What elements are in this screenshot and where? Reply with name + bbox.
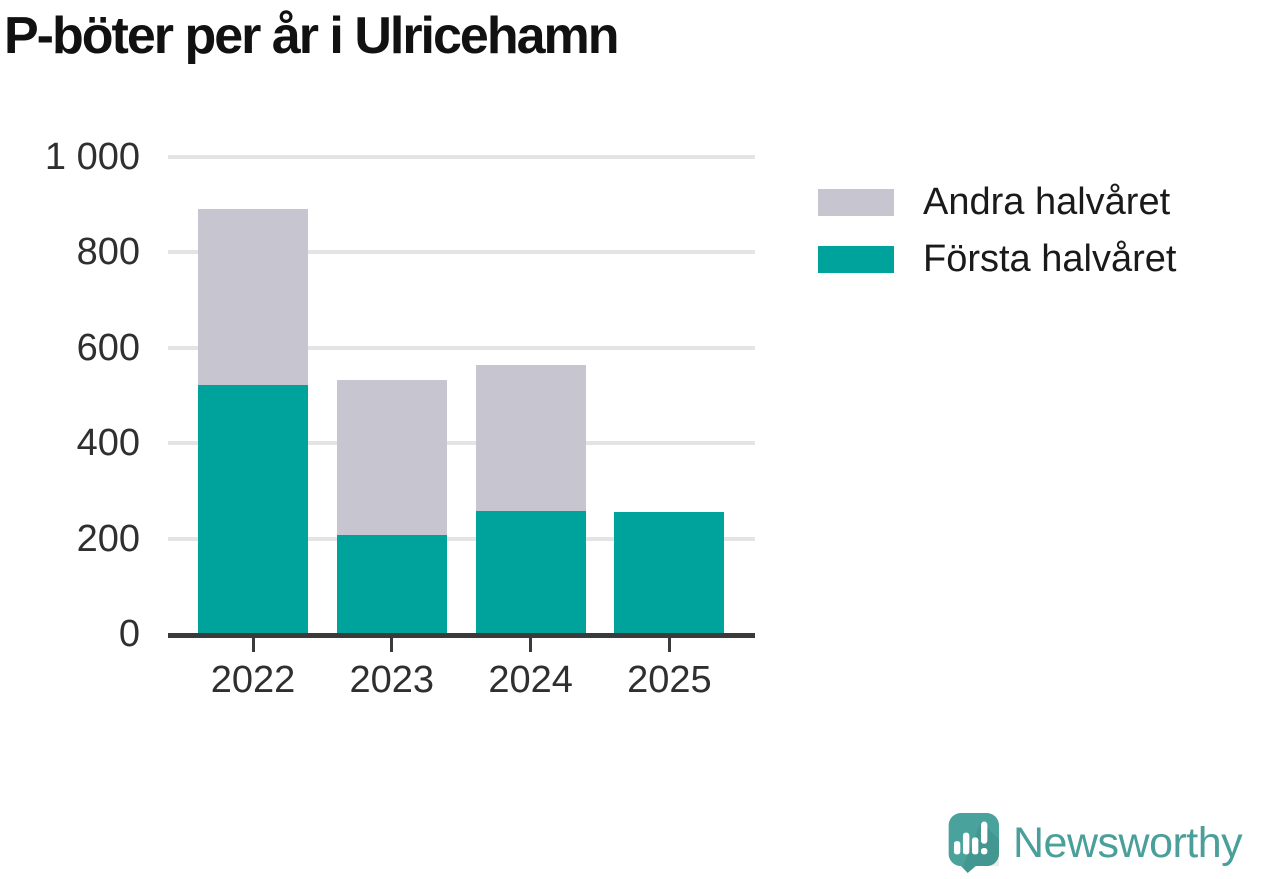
- y-axis-tick-label: 600: [76, 326, 140, 369]
- chart-title: P-böter per år i Ulricehamn: [4, 7, 620, 65]
- legend-label: Första halvåret: [923, 237, 1177, 280]
- bar-segment-2025[interactable]: [614, 512, 725, 634]
- x-axis-tick: [390, 638, 394, 652]
- y-axis-tick-label: 200: [76, 517, 140, 560]
- branding-name: Newsworthy: [1013, 818, 1243, 867]
- bar-segment-2024[interactable]: [475, 511, 586, 634]
- gridline-1000: [168, 155, 755, 159]
- legend-item-forsta-halvaret: Första halvåret: [818, 238, 1176, 280]
- bar-segment-2023[interactable]: [336, 379, 447, 535]
- y-axis-tick-label: 400: [76, 422, 140, 465]
- y-axis-tick-label: 1 000: [44, 136, 140, 178]
- y-axis-tick-label: 800: [76, 231, 140, 274]
- x-axis-tick: [529, 638, 533, 652]
- gridline-800: [168, 250, 755, 255]
- bar-segment-2023[interactable]: [336, 534, 447, 634]
- legend-item-andra-halvaret: Andra halvåret: [818, 181, 1176, 223]
- bar-segment-2022[interactable]: [198, 208, 308, 385]
- gridline-200: [168, 536, 755, 541]
- bar-segment-2022[interactable]: [198, 385, 308, 634]
- branding-footer: Newsworthy: [946, 813, 1243, 873]
- gridline-600: [168, 345, 755, 350]
- x-axis-tick-label: 2023: [349, 659, 435, 701]
- newsworthy-logo-icon: [948, 813, 999, 873]
- x-axis-tick-label: 2024: [488, 659, 573, 701]
- y-axis-tick-label: 0: [118, 613, 140, 655]
- x-axis-tick: [251, 638, 255, 652]
- x-axis-line: [168, 633, 755, 638]
- legend-label: Andra halvåret: [923, 180, 1171, 223]
- x-axis-tick-label: 2025: [627, 659, 712, 701]
- gridline-400: [168, 441, 755, 446]
- legend: Andra halvåret Första halvåret: [818, 181, 1176, 300]
- legend-swatch-andra: [818, 188, 894, 216]
- bar-segment-2024[interactable]: [475, 365, 586, 512]
- x-axis-tick-label: 2022: [210, 659, 296, 701]
- legend-swatch-forsta: [818, 245, 894, 273]
- x-axis-tick: [667, 638, 671, 652]
